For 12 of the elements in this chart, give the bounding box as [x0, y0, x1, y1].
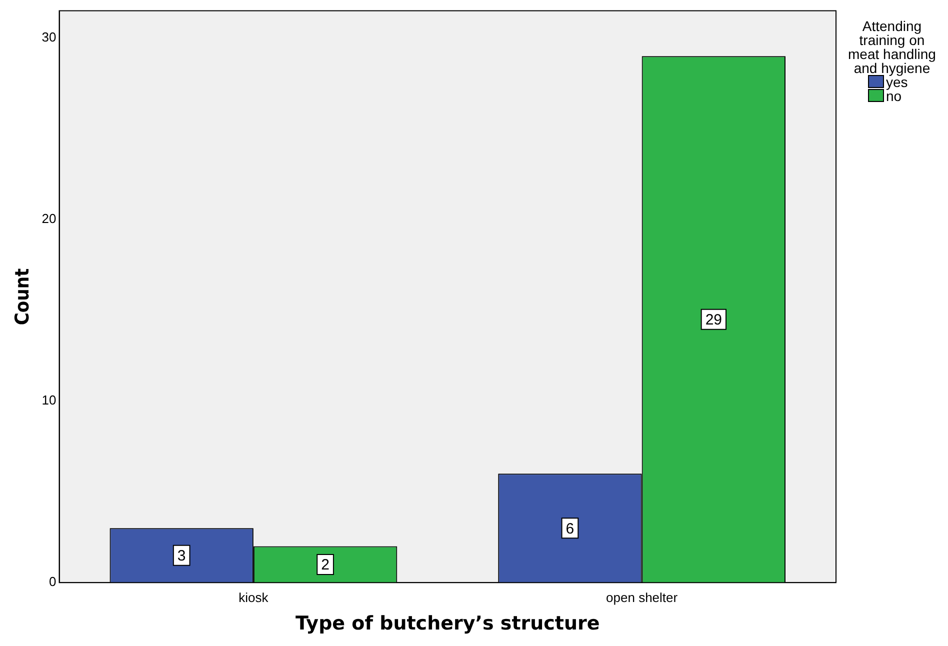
y-tick-label: 10	[42, 392, 56, 408]
y-tick-label: 20	[42, 211, 56, 226]
data-label: 6	[566, 520, 574, 538]
x-tick-label: open shelter	[606, 590, 678, 605]
y-tick-label: 0	[49, 574, 56, 590]
data-label: 2	[321, 556, 330, 574]
data-label: 29	[705, 312, 722, 329]
y-axis-title: Count	[11, 268, 34, 326]
y-tick-label: 30	[42, 30, 56, 45]
x-tick-label: kiosk	[238, 590, 269, 605]
data-label: 3	[177, 548, 186, 565]
x-axis-title: Type of butchery’s structure	[295, 612, 600, 635]
